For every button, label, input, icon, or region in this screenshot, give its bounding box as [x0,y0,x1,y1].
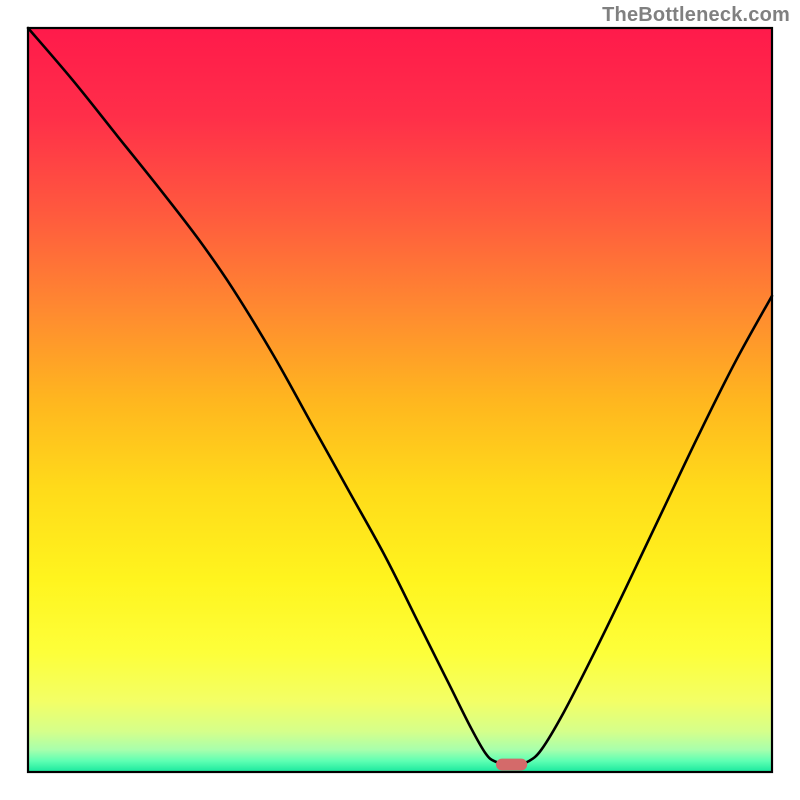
watermark-text: TheBottleneck.com [602,4,790,27]
plot-background [28,28,772,772]
chart-container: TheBottleneck.com [0,0,800,800]
optimal-marker [496,759,527,771]
chart-svg [0,0,800,800]
